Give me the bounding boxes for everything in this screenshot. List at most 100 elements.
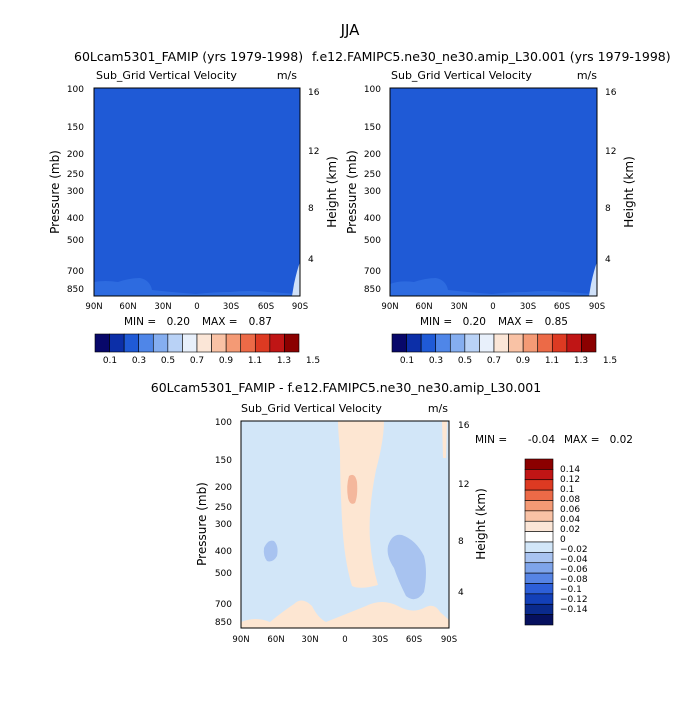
panel-2-colorbar xyxy=(391,333,597,353)
panel-2-colorbar-cell xyxy=(406,333,422,353)
panel-3-colorbar-cell xyxy=(524,510,554,522)
panel-3-cb-label: 0.1 xyxy=(560,485,574,495)
panel-2-xtick: 90N xyxy=(381,302,398,312)
panel-3-min-value: -0.04 xyxy=(528,434,555,446)
panel-3-cb-label: 0.02 xyxy=(560,525,580,535)
panel-3-ytick: 250 xyxy=(215,503,232,513)
panel-3-cb-label: −0.1 xyxy=(560,585,582,595)
panel-3-colorbar-cell xyxy=(524,593,554,605)
panel-1-ytick: 150 xyxy=(67,123,84,133)
panel-1-xtick: 0 xyxy=(194,302,199,312)
panel-2-cb-label: 1.3 xyxy=(574,356,588,366)
panel-1-y2tick: 16 xyxy=(308,88,320,98)
panel-3-xtick: 90S xyxy=(441,635,457,645)
panel-3-colorbar xyxy=(524,458,554,626)
panel-3-xtick: 30S xyxy=(372,635,388,645)
panel-3-ytick: 850 xyxy=(215,618,232,628)
panel-3-y2tick: 12 xyxy=(458,480,469,490)
panel-2-ytick: 100 xyxy=(364,85,381,95)
panel-3-colorbar-cell xyxy=(524,520,554,532)
panel-2-ytick: 850 xyxy=(364,285,381,295)
panel-2-max-value: 0.85 xyxy=(545,316,568,328)
panel-2-colorbar-cell xyxy=(435,333,451,353)
panel-1-colorbar-cell xyxy=(196,333,212,353)
panel-1-max-label: MAX = xyxy=(202,316,238,328)
panel-2-y2tick: 8 xyxy=(605,204,611,214)
panel-3: 60Lcam5301_FAMIP - f.e12.FAMIPC5.ne30_ne… xyxy=(151,380,633,645)
panel-1-title: 60Lcam5301_FAMIP (yrs 1979-1998) xyxy=(74,49,303,64)
panel-2-cb-label: 1.1 xyxy=(545,356,559,366)
panel-1-colorbar-cell xyxy=(225,333,242,353)
panel-1-colorbar-cell xyxy=(167,333,183,353)
panel-3-subtitle: Sub_Grid Vertical Velocity xyxy=(241,402,382,415)
panel-2-cb-label: 0.3 xyxy=(429,356,443,366)
panel-1-colorbar-cell xyxy=(138,333,154,353)
panel-3-colorbar-cell xyxy=(524,541,554,553)
panel-1-lower-band xyxy=(94,278,300,296)
panel-3-ytick: 700 xyxy=(215,600,232,610)
panel-1-colorbar-cell xyxy=(269,333,285,353)
panel-3-xtick: 30N xyxy=(301,635,318,645)
panel-2-colorbar-cell xyxy=(493,333,509,353)
panel-2-colorbar-cell xyxy=(566,333,582,353)
panel-1-field xyxy=(94,88,300,296)
panel-1-min-label: MIN = xyxy=(124,316,156,328)
panel-1: 60Lcam5301_FAMIP (yrs 1979-1998) Sub_Gri… xyxy=(48,49,339,366)
panel-1-ytick: 400 xyxy=(67,214,84,224)
panel-2-xtick: 90S xyxy=(589,302,605,312)
panel-1-ytick: 200 xyxy=(67,150,84,160)
panel-2-xtick: 0 xyxy=(490,302,495,312)
panel-1-xtick: 30N xyxy=(154,302,171,312)
panel-3-colorbar-cell xyxy=(524,500,554,512)
panel-3-max-label: MAX = xyxy=(564,434,600,446)
panel-2-field xyxy=(390,88,597,296)
panel-1-colorbar-cell xyxy=(211,333,227,353)
panel-1-cb-label: 1.3 xyxy=(277,356,291,366)
panel-3-max-value: 0.02 xyxy=(610,434,633,446)
panel-2-ytick: 700 xyxy=(364,267,381,277)
panel-3-colorbar-labels: 0.14 0.12 0.1 0.08 0.06 0.04 0.02 0 −0.0… xyxy=(560,465,588,615)
panel-1-ytick: 850 xyxy=(67,285,84,295)
panel-2-cb-label: 0.1 xyxy=(400,356,414,366)
panel-2-colorbar-cell xyxy=(479,333,495,353)
panel-2-lower-band xyxy=(390,278,597,296)
panel-2-frame xyxy=(389,87,598,297)
panel-1-y2tick: 4 xyxy=(308,255,314,265)
panel-2-colorbar-cell xyxy=(522,333,539,353)
panel-1-colorbar-cell xyxy=(94,333,110,353)
panel-2-ytick: 250 xyxy=(364,170,381,180)
panel-3-units: m/s xyxy=(428,402,448,415)
panel-1-colorbar-cell xyxy=(284,333,300,353)
panel-3-colorbar-cell xyxy=(524,469,554,481)
panel-2: f.e12.FAMIPC5.ne30_ne30.amip_L30.001 (yr… xyxy=(312,49,671,366)
panel-2-cb-label: 1.5 xyxy=(603,356,617,366)
panel-3-y2tick: 4 xyxy=(458,588,464,598)
panel-2-x-ticks: 90N 60N 30N 0 30S 60S 90S xyxy=(381,302,605,312)
panel-1-y-ticks: 100 150 200 250 300 400 500 700 850 xyxy=(67,85,84,295)
panel-1-colorbar-cell xyxy=(182,333,198,353)
panel-2-ytick: 300 xyxy=(364,187,381,197)
panel-1-cb-label: 0.3 xyxy=(132,356,146,366)
panel-1-max-value: 0.87 xyxy=(249,316,272,328)
panel-3-ylabel: Pressure (mb) xyxy=(195,482,209,566)
panel-3-y2tick: 16 xyxy=(458,421,470,431)
panel-1-colorbar-cell xyxy=(240,333,256,353)
panel-2-ytick: 200 xyxy=(364,150,381,160)
panel-3-colorbar-cell xyxy=(524,479,554,491)
panel-2-y2tick: 16 xyxy=(605,88,617,98)
panel-3-colorbar-cell xyxy=(524,562,554,574)
panel-2-ylabel: Pressure (mb) xyxy=(345,150,359,234)
panel-3-ytick: 300 xyxy=(215,520,232,530)
panel-1-colorbar-cell xyxy=(152,333,169,353)
panel-1-cb-label: 0.5 xyxy=(161,356,175,366)
panel-3-frame xyxy=(240,420,450,629)
panel-1-cb-label: 0.9 xyxy=(219,356,234,366)
panel-3-ytick: 200 xyxy=(215,483,232,493)
panel-3-colorbar-cell xyxy=(524,614,554,626)
panel-2-y2tick: 4 xyxy=(605,255,611,265)
panel-2-colorbar-cell xyxy=(581,333,597,353)
panel-3-colorbar-cell xyxy=(524,572,554,584)
panel-1-ytick: 700 xyxy=(67,267,84,277)
panel-3-colorbar-cell xyxy=(524,531,554,543)
